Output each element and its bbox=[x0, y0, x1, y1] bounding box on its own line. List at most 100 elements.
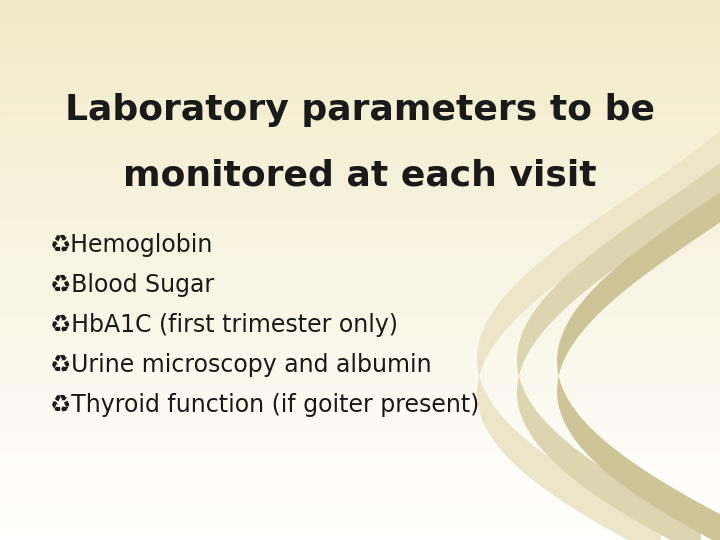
Bar bbox=[0, 535, 720, 537]
Bar bbox=[0, 189, 720, 192]
Bar bbox=[0, 370, 720, 373]
Bar bbox=[0, 143, 720, 146]
Bar bbox=[0, 273, 720, 275]
Bar bbox=[0, 338, 720, 340]
Bar bbox=[0, 289, 720, 292]
Bar bbox=[0, 159, 720, 162]
Bar bbox=[0, 181, 720, 184]
Bar bbox=[0, 402, 720, 405]
Bar bbox=[0, 130, 720, 132]
Bar bbox=[0, 397, 720, 400]
Bar bbox=[0, 427, 720, 429]
Bar bbox=[0, 259, 720, 262]
Bar bbox=[0, 478, 720, 481]
Bar bbox=[0, 265, 720, 267]
Bar bbox=[0, 529, 720, 532]
Bar bbox=[0, 483, 720, 486]
Bar bbox=[0, 340, 720, 343]
Bar bbox=[0, 486, 720, 489]
Bar bbox=[0, 230, 720, 232]
Bar bbox=[0, 151, 720, 154]
Bar bbox=[0, 219, 720, 221]
Bar bbox=[0, 413, 720, 416]
Bar bbox=[0, 502, 720, 505]
Bar bbox=[0, 421, 720, 424]
Bar bbox=[0, 270, 720, 273]
Bar bbox=[0, 76, 720, 78]
Bar bbox=[0, 462, 720, 464]
Bar bbox=[0, 532, 720, 535]
Bar bbox=[0, 424, 720, 427]
Bar bbox=[0, 3, 720, 5]
Bar bbox=[0, 500, 720, 502]
Bar bbox=[0, 100, 720, 103]
Bar bbox=[0, 186, 720, 189]
Bar bbox=[0, 59, 720, 62]
Bar bbox=[0, 494, 720, 497]
Bar bbox=[0, 86, 720, 89]
Bar bbox=[0, 11, 720, 14]
Bar bbox=[0, 167, 720, 170]
Bar bbox=[0, 200, 720, 202]
Bar bbox=[0, 224, 720, 227]
Bar bbox=[0, 346, 720, 348]
Bar bbox=[0, 281, 720, 284]
Bar bbox=[0, 262, 720, 265]
Text: ♻HbA1C (first trimester only): ♻HbA1C (first trimester only) bbox=[50, 313, 398, 337]
Bar bbox=[0, 284, 720, 286]
Bar bbox=[0, 327, 720, 329]
Bar bbox=[0, 518, 720, 521]
Bar bbox=[0, 227, 720, 229]
Bar bbox=[0, 275, 720, 278]
Bar bbox=[0, 213, 720, 216]
Bar bbox=[0, 351, 720, 354]
Bar bbox=[0, 248, 720, 251]
Bar bbox=[0, 246, 720, 248]
Bar bbox=[0, 354, 720, 356]
Bar bbox=[0, 497, 720, 500]
Bar bbox=[0, 176, 720, 178]
Bar bbox=[0, 470, 720, 472]
Text: monitored at each visit: monitored at each visit bbox=[123, 158, 597, 192]
Bar bbox=[0, 8, 720, 11]
Text: Laboratory parameters to be: Laboratory parameters to be bbox=[65, 93, 655, 127]
Bar bbox=[0, 267, 720, 270]
Bar bbox=[0, 92, 720, 94]
Bar bbox=[0, 364, 720, 367]
Bar bbox=[0, 454, 720, 456]
Bar bbox=[0, 19, 720, 22]
Bar bbox=[0, 383, 720, 386]
Bar bbox=[0, 14, 720, 16]
Bar bbox=[0, 359, 720, 362]
Bar bbox=[0, 205, 720, 208]
Bar bbox=[0, 254, 720, 256]
Polygon shape bbox=[557, 0, 720, 540]
Bar bbox=[0, 51, 720, 54]
Bar bbox=[0, 124, 720, 127]
Bar bbox=[0, 378, 720, 381]
Bar bbox=[0, 481, 720, 483]
Polygon shape bbox=[517, 0, 720, 540]
Bar bbox=[0, 221, 720, 224]
Bar bbox=[0, 78, 720, 81]
Bar bbox=[0, 54, 720, 57]
Bar bbox=[0, 308, 720, 310]
Bar bbox=[0, 38, 720, 40]
Bar bbox=[0, 456, 720, 459]
Bar bbox=[0, 446, 720, 448]
Bar bbox=[0, 373, 720, 375]
Bar bbox=[0, 513, 720, 516]
Bar bbox=[0, 321, 720, 324]
Bar bbox=[0, 392, 720, 394]
Bar bbox=[0, 467, 720, 470]
Bar bbox=[0, 165, 720, 167]
Bar bbox=[0, 27, 720, 30]
Bar bbox=[0, 286, 720, 289]
Bar bbox=[0, 119, 720, 122]
Bar bbox=[0, 437, 720, 440]
Bar bbox=[0, 348, 720, 351]
Bar bbox=[0, 400, 720, 402]
Bar bbox=[0, 405, 720, 408]
Bar bbox=[0, 62, 720, 65]
Bar bbox=[0, 435, 720, 437]
